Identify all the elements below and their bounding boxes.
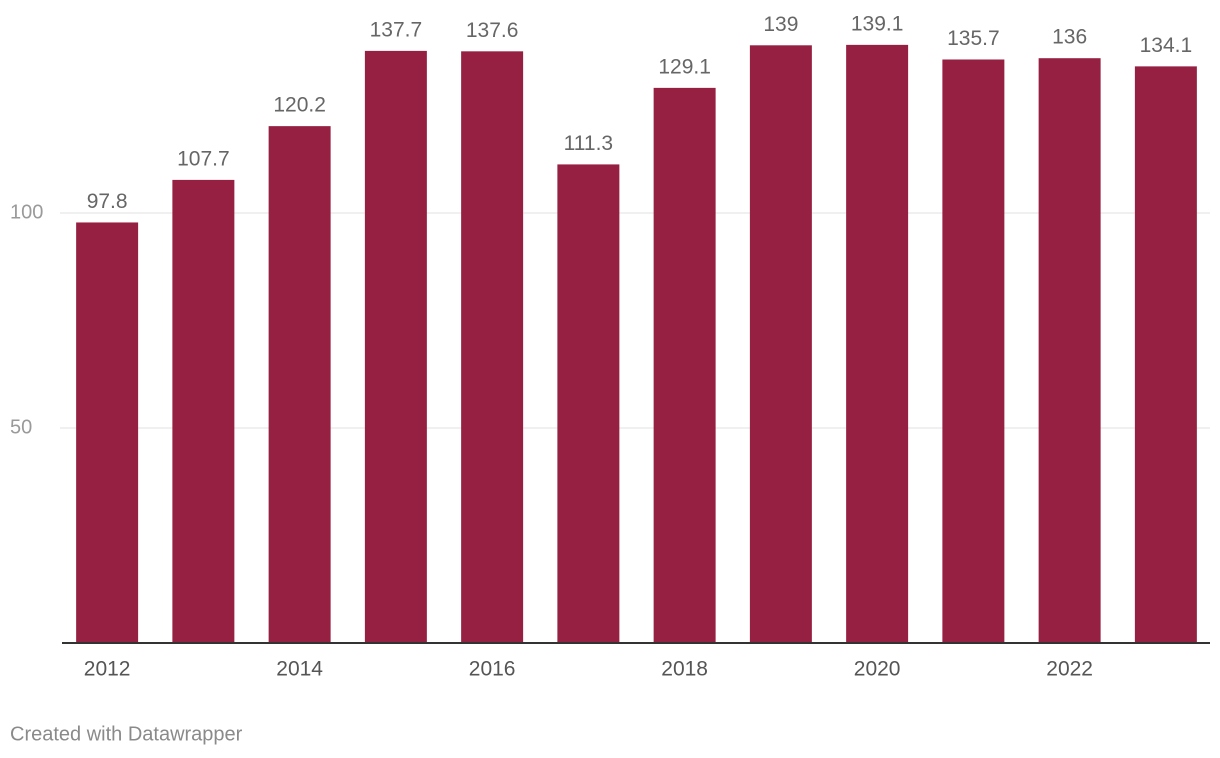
- footer: Created with Datawrapper: [10, 723, 243, 745]
- y-tick-label: 100: [10, 201, 43, 223]
- x-tick-label: 2022: [1046, 658, 1093, 681]
- value-label: 139: [763, 13, 798, 36]
- bar: [172, 179, 235, 643]
- value-label: 135.7: [947, 27, 1000, 50]
- bar: [461, 51, 524, 643]
- bar: [76, 222, 139, 643]
- bar: [268, 126, 331, 643]
- value-label: 139.1: [851, 12, 904, 35]
- bar: [1134, 66, 1197, 644]
- bar: [749, 45, 812, 644]
- x-tick-label: 2016: [469, 658, 516, 681]
- bar: [846, 44, 909, 644]
- value-label: 111.3: [564, 132, 613, 155]
- bar: [557, 164, 620, 643]
- x-tick-label: 2014: [276, 658, 323, 681]
- value-label: 107.7: [177, 147, 230, 170]
- bar: [364, 50, 427, 643]
- value-label: 134.1: [1140, 34, 1193, 57]
- value-label: 137.6: [466, 19, 519, 42]
- value-label: 136: [1052, 26, 1087, 49]
- value-label: 137.7: [370, 18, 423, 41]
- value-label: 129.1: [658, 55, 711, 78]
- x-tick-label: 2020: [854, 658, 901, 681]
- bar: [653, 87, 716, 644]
- x-tick-label: 2012: [84, 658, 131, 681]
- value-label: 120.2: [273, 94, 326, 117]
- bar: [1038, 58, 1101, 643]
- y-tick-label: 50: [10, 416, 32, 438]
- bar: [942, 59, 1005, 644]
- x-tick-label: 2018: [661, 658, 708, 681]
- value-label: 97.8: [87, 190, 128, 213]
